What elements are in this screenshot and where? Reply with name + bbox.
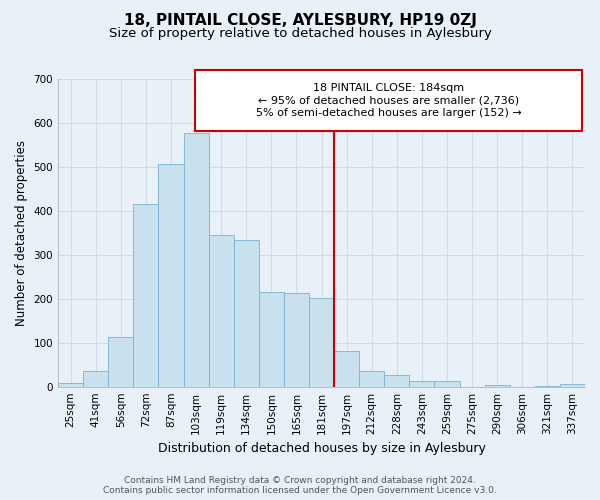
Bar xyxy=(158,164,184,386)
Text: 5% of semi-detached houses are larger (152) →: 5% of semi-detached houses are larger (1… xyxy=(256,108,521,118)
Bar xyxy=(184,132,209,386)
Bar xyxy=(209,234,233,386)
Text: Size of property relative to detached houses in Aylesbury: Size of property relative to detached ho… xyxy=(109,28,491,40)
Bar xyxy=(58,383,83,386)
Bar xyxy=(334,351,359,386)
Bar xyxy=(108,338,133,386)
Bar xyxy=(284,293,309,386)
Bar xyxy=(409,381,434,386)
Bar xyxy=(233,240,259,386)
Text: 18 PINTAIL CLOSE: 184sqm: 18 PINTAIL CLOSE: 184sqm xyxy=(313,83,464,93)
Bar xyxy=(83,372,108,386)
Bar xyxy=(560,384,585,386)
Text: Contains HM Land Registry data © Crown copyright and database right 2024.
Contai: Contains HM Land Registry data © Crown c… xyxy=(103,476,497,495)
Text: 18, PINTAIL CLOSE, AYLESBURY, HP19 0ZJ: 18, PINTAIL CLOSE, AYLESBURY, HP19 0ZJ xyxy=(124,12,476,28)
Bar xyxy=(359,371,384,386)
Text: ← 95% of detached houses are smaller (2,736): ← 95% of detached houses are smaller (2,… xyxy=(258,96,519,106)
Bar xyxy=(309,298,334,386)
X-axis label: Distribution of detached houses by size in Aylesbury: Distribution of detached houses by size … xyxy=(158,442,485,455)
Bar xyxy=(434,381,460,386)
Bar xyxy=(384,376,409,386)
Bar xyxy=(259,292,284,386)
Bar xyxy=(133,204,158,386)
Y-axis label: Number of detached properties: Number of detached properties xyxy=(15,140,28,326)
